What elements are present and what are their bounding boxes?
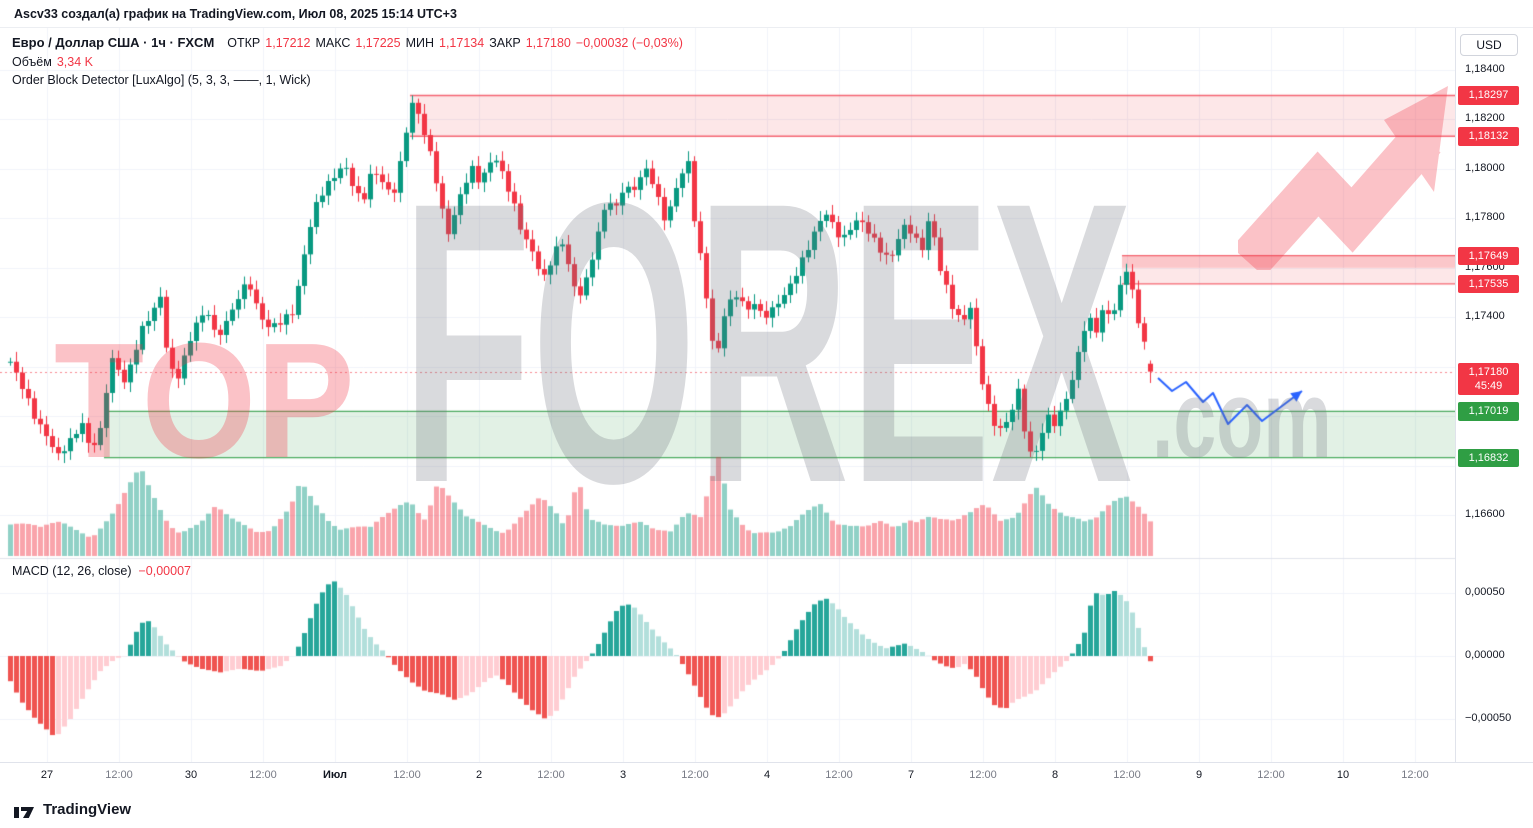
low-label: МИН — [405, 36, 434, 50]
volume-value: 3,34 K — [56, 54, 93, 69]
macd-axis-label: 0,00050 — [1465, 586, 1505, 598]
time-axis-label: 12:00 — [825, 769, 853, 781]
level-price-badge: 1,16832 — [1458, 448, 1519, 467]
price-axis-label: 1,18000 — [1465, 161, 1505, 174]
time-axis-label: 12:00 — [969, 769, 997, 781]
level-price-badge: 1,17019 — [1458, 402, 1519, 421]
time-axis-label: Июл — [322, 769, 347, 781]
macd-legend: MACD (12, 26, close) −0,00007 — [12, 564, 191, 578]
time-axis-label: 12:00 — [393, 769, 421, 781]
attribution-bar: Ascv33 создал(а) график на TradingView.c… — [0, 0, 1533, 28]
time-axis-label: 12:00 — [1401, 769, 1429, 781]
time-axis-label: 4 — [763, 769, 771, 781]
low-value: 1,17134 — [439, 36, 485, 50]
time-axis-label: 27 — [40, 769, 54, 781]
time-axis-label: 12:00 — [105, 769, 133, 781]
time-axis-label: 12:00 — [681, 769, 709, 781]
tradingview-brand-text[interactable]: TradingView — [43, 800, 132, 818]
chart-canvas[interactable] — [0, 28, 1455, 762]
high-value: 1,17225 — [355, 36, 401, 50]
symbol-ohlc-row: Евро / Доллар США · 1ч · FXCM ОТКР 1,172… — [12, 34, 683, 53]
countdown-timer: 45:49 — [1474, 379, 1503, 392]
time-axis-label: 9 — [1195, 769, 1203, 781]
price-axis-label: 1,18200 — [1465, 112, 1505, 125]
symbol-title[interactable]: Евро / Доллар США · 1ч · FXCM — [12, 35, 215, 50]
level-price-badge: 1,18132 — [1458, 127, 1519, 146]
open-label: ОТКР — [227, 36, 261, 50]
level-price-badge: 1,17649 — [1458, 246, 1519, 265]
close-label: ЗАКР — [489, 36, 521, 50]
time-axis-label: 12:00 — [1257, 769, 1285, 781]
volume-row: Объём 3,34 K — [12, 53, 683, 71]
price-axis-label: 1,17400 — [1465, 310, 1505, 323]
macd-axis-label: −0,00050 — [1465, 712, 1512, 724]
currency-toggle-usd[interactable]: USD — [1460, 34, 1518, 56]
tradingview-logo-icon[interactable] — [14, 801, 36, 818]
time-axis-label: 12:00 — [537, 769, 565, 781]
indicator-row: Order Block Detector [LuxAlgo] (5, 3, 3,… — [12, 71, 683, 89]
time-axis-label: 3 — [619, 769, 627, 781]
price-axis-label: 1,17800 — [1465, 211, 1505, 224]
high-label: МАКС — [315, 36, 351, 50]
price-axis-label: 1,16600 — [1465, 508, 1505, 520]
macd-value: −0,00007 — [138, 564, 191, 578]
last-price-badge: 1,17180 45:49 — [1458, 362, 1519, 396]
time-axis-label: 12:00 — [1113, 769, 1141, 781]
price-axis[interactable]: USD 1,18400 1,18200 1,18000 1,17800 1,17600 1… — [1455, 28, 1533, 762]
close-value: 1,17180 — [525, 36, 571, 50]
level-price-badge: 1,18297 — [1458, 86, 1519, 105]
time-axis-label: 2 — [475, 769, 483, 781]
open-value: 1,17212 — [265, 36, 311, 50]
indicator-title[interactable]: Order Block Detector [LuxAlgo] (5, 3, 3,… — [12, 72, 311, 87]
chart-area[interactable]: TOP FOREX .com Евро / Доллар США · 1ч · … — [0, 28, 1533, 762]
attribution-text: Ascv33 создал(а) график на TradingView.c… — [14, 6, 457, 21]
time-axis-label: 7 — [907, 769, 915, 781]
macd-title[interactable]: MACD (12, 26, close) — [12, 564, 132, 578]
time-axis-label: 8 — [1051, 769, 1059, 781]
time-axis-label: 30 — [184, 769, 198, 781]
volume-label[interactable]: Объём — [12, 54, 52, 69]
price-axis-label: 1,18400 — [1465, 63, 1505, 75]
time-axis[interactable]: 27 12:00 30 12:00 Июл 12:00 2 12:00 3 12:00 4 12:00… — [0, 762, 1533, 790]
change-value: −0,00032 (−0,03%) — [575, 36, 683, 50]
time-axis-label: 12:00 — [249, 769, 277, 781]
macd-axis-label: 0,00000 — [1465, 649, 1505, 661]
level-price-badge: 1,17535 — [1458, 274, 1519, 294]
chart-legend: Евро / Доллар США · 1ч · FXCM ОТКР 1,172… — [12, 34, 683, 89]
time-axis-label: 10 — [1336, 769, 1350, 781]
footer-bar: TradingView — [0, 790, 1533, 828]
